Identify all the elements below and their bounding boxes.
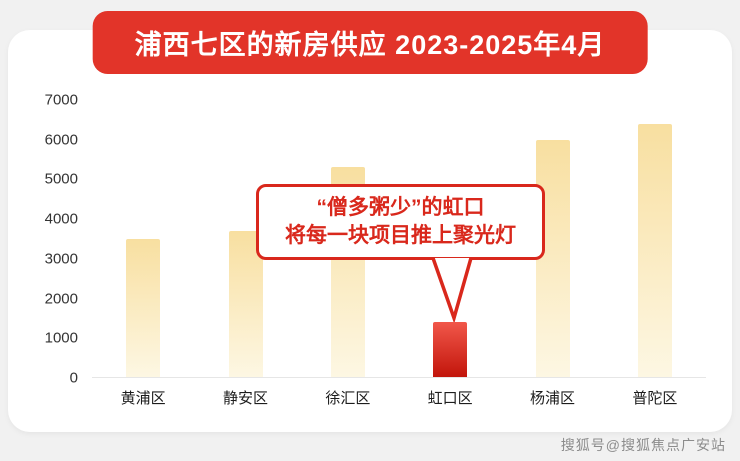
y-tick-label: 6000 bbox=[44, 131, 78, 149]
x-axis-label-静安区: 静安区 bbox=[222, 390, 269, 407]
y-tick-label: 7000 bbox=[44, 91, 78, 109]
callout-pointer-icon bbox=[431, 258, 473, 322]
x-axis-label-徐汇区: 徐汇区 bbox=[325, 390, 371, 407]
y-tick-label: 1000 bbox=[44, 329, 78, 347]
annotation-line-2: 将每一块项目推上聚光灯 bbox=[285, 224, 516, 247]
bar-黄浦区 bbox=[126, 238, 161, 377]
bar-杨浦区 bbox=[535, 139, 570, 377]
bar-普陀区 bbox=[637, 123, 672, 377]
y-axis: 0 1000 2000 3000 4000 5000 6000 7000 bbox=[30, 93, 78, 386]
annotation-line-1: “僧多粥少”的虹口 bbox=[316, 196, 485, 219]
y-tick-label: 5000 bbox=[44, 170, 78, 188]
plot-area bbox=[92, 100, 706, 378]
y-tick-label: 0 bbox=[69, 369, 78, 387]
bar-虹口区 bbox=[433, 321, 468, 377]
chart-title: 浦西七区的新房供应 2023-2025年4月 bbox=[134, 30, 606, 60]
y-tick-label: 3000 bbox=[44, 250, 78, 268]
bar-chart: 0 1000 2000 3000 4000 5000 6000 7000 黄浦区 静安区 徐汇区 虹… bbox=[30, 93, 714, 407]
y-tick-label: 4000 bbox=[44, 210, 78, 228]
x-axis-label-虹口区: 虹口区 bbox=[427, 390, 473, 407]
y-tick-label: 2000 bbox=[44, 290, 78, 308]
x-axis-label-普陀区: 普陀区 bbox=[632, 390, 678, 407]
chart-title-banner: 浦西七区的新房供应 2023-2025年4月 bbox=[92, 11, 648, 74]
annotation-callout: “僧多粥少”的虹口 将每一块项目推上聚光灯 bbox=[256, 184, 545, 260]
x-axis-label-黄浦区: 黄浦区 bbox=[120, 390, 166, 407]
x-axis: 黄浦区 静安区 徐汇区 虹口区 杨浦区 普陀区 bbox=[92, 378, 706, 410]
watermark: 搜狐号@搜狐焦点广安站 bbox=[560, 437, 726, 453]
x-axis-label-杨浦区: 杨浦区 bbox=[529, 390, 576, 407]
